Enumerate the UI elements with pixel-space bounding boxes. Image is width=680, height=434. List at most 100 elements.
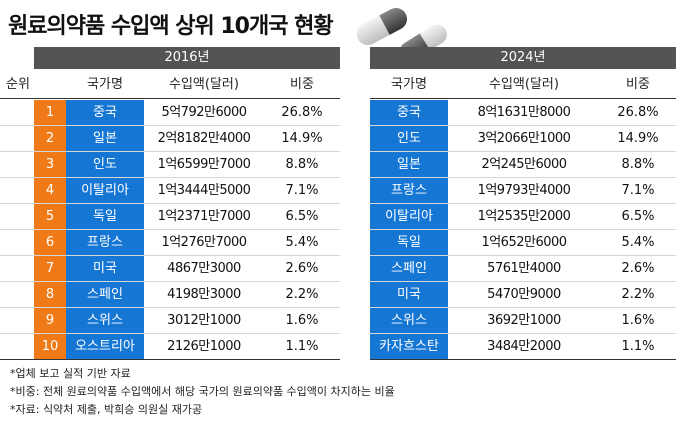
country-cell: 인도 [66,152,144,177]
rank-cell: 6 [34,230,66,255]
share-cell: 2.6% [621,261,655,276]
country-cell: 독일 [66,204,144,229]
row-separator [370,333,676,334]
amount-cell: 3012만1000 [167,313,241,328]
country-cell: 중국 [370,100,448,125]
amount-cell: 2억245만6000 [481,157,567,172]
row-separator [370,255,676,256]
country-cell: 이탈리아 [66,178,144,203]
amount-cell: 1억6599만7000 [157,157,251,172]
row-separator [370,281,676,282]
share-cell: 1.6% [621,313,655,328]
share-cell: 26.8% [617,105,659,120]
rank-cell: 9 [34,308,66,333]
rank-cell: 2 [34,126,66,151]
amount-cell: 1억9793만4000 [477,183,571,198]
share-cell: 7.1% [285,183,319,198]
row-separator [0,177,340,178]
rank-cell: 3 [34,152,66,177]
amount-cell: 1억276만7000 [161,235,247,250]
share-cell: 5.4% [621,235,655,250]
country-cell: 스위스 [370,308,448,333]
share-cell: 1.6% [285,313,319,328]
year-label-2024: 2024년 [370,47,676,69]
header-share-left: 비중 [290,77,314,92]
bottom-divider-right [370,359,676,360]
amount-cell: 8억1631만8000 [477,105,571,120]
amount-cell: 3484만2000 [487,339,561,354]
footnote: *자료: 식약처 제출, 박희승 의원실 재가공 [10,403,203,416]
country-cell: 스페인 [370,256,448,281]
country-cell: 이탈리아 [370,204,448,229]
rank-cell: 4 [34,178,66,203]
row-separator [0,203,340,204]
share-cell: 6.5% [621,209,655,224]
rank-cell: 8 [34,282,66,307]
header-country-left: 국가명 [87,77,123,92]
amount-cell: 5억792만6000 [161,105,247,120]
row-separator [370,307,676,308]
country-cell: 미국 [66,256,144,281]
row-separator [0,229,340,230]
header-country-right: 국가명 [391,77,427,92]
amount-cell: 4867만3000 [167,261,241,276]
country-cell: 일본 [370,152,448,177]
share-cell: 7.1% [621,183,655,198]
footnote: *업체 보고 실적 기반 자료 [10,367,131,380]
amount-cell: 1억3444만5000 [157,183,251,198]
row-separator [370,125,676,126]
country-cell: 중국 [66,100,144,125]
share-cell: 2.2% [285,287,319,302]
bottom-divider-left [0,359,340,360]
amount-cell: 4198만3000 [167,287,241,302]
header-amount-left: 수입액(달러) [169,77,239,92]
country-cell: 일본 [66,126,144,151]
share-cell: 14.9% [617,131,659,146]
footnote: *비중: 전체 원료의약품 수입액에서 해당 국가의 원료의약품 수입액이 차지… [10,385,395,398]
share-cell: 8.8% [621,157,655,172]
header-divider-left [0,98,340,99]
row-separator [0,281,340,282]
header-rank: 순위 [6,77,30,92]
country-cell: 스위스 [66,308,144,333]
amount-cell: 3692만1000 [487,313,561,328]
amount-cell: 3억2066만1000 [477,131,571,146]
country-cell: 인도 [370,126,448,151]
amount-cell: 1억652만6000 [481,235,567,250]
row-separator [0,151,340,152]
share-cell: 2.6% [285,261,319,276]
country-cell: 프랑스 [66,230,144,255]
row-separator [370,177,676,178]
share-cell: 5.4% [285,235,319,250]
header-amount-right: 수입액(달러) [489,77,559,92]
share-cell: 6.5% [285,209,319,224]
amount-cell: 5761만4000 [487,261,561,276]
row-separator [0,333,340,334]
country-cell: 스페인 [66,282,144,307]
row-separator [0,307,340,308]
rank-cell: 10 [34,334,66,359]
row-separator [0,125,340,126]
footnotes: *업체 보고 실적 기반 자료 *비중: 전체 원료의약품 수입액에서 해당 국… [10,365,395,419]
country-cell: 오스트리아 [66,334,144,359]
rank-cell: 5 [34,204,66,229]
share-cell: 2.2% [621,287,655,302]
share-cell: 1.1% [285,339,319,354]
share-cell: 1.1% [621,339,655,354]
header-share-right: 비중 [626,77,650,92]
amount-cell: 1억2535만2000 [477,209,571,224]
amount-cell: 1억2371만7000 [157,209,251,224]
row-separator [370,203,676,204]
country-cell: 미국 [370,282,448,307]
country-cell: 독일 [370,230,448,255]
row-separator [370,151,676,152]
year-label-2016: 2016년 [34,47,340,69]
rank-cell: 1 [34,100,66,125]
share-cell: 14.9% [281,131,323,146]
header-divider-right [370,98,676,99]
share-cell: 8.8% [285,157,319,172]
row-separator [370,229,676,230]
rank-cell: 7 [34,256,66,281]
page-title: 원료의약품 수입액 상위 10개국 현황 [8,14,334,39]
country-cell: 프랑스 [370,178,448,203]
